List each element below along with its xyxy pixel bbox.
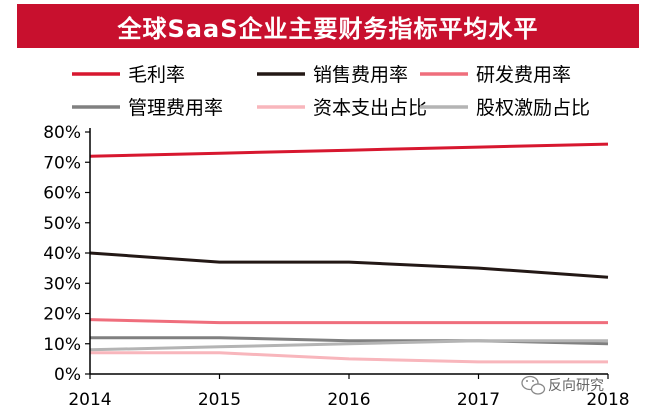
- legend-item: 资本支出占比: [257, 97, 427, 119]
- y-tick-label: 80%: [43, 123, 81, 143]
- y-tick-label: 10%: [43, 335, 81, 355]
- wechat-icon: [521, 375, 546, 395]
- x-tick-label: 2017: [457, 390, 500, 410]
- axes: 0% 10% 20% 30% 40% 50% 60% 70% 80% 2014 2015 2016 20…: [43, 123, 629, 410]
- legend-item: 管理费用率: [72, 97, 223, 119]
- legend-item: 研发费用率: [420, 64, 571, 86]
- legend-label: 股权激励占比: [476, 97, 590, 119]
- chart-title: 全球SaaS企业主要财务指标平均水平: [117, 14, 539, 43]
- legend-label: 毛利率: [128, 64, 185, 86]
- y-tick-label: 60%: [43, 184, 81, 204]
- legend-item: 股权激励占比: [420, 97, 590, 119]
- series-line: [89, 251, 609, 279]
- legend-label: 资本支出占比: [313, 97, 427, 119]
- legend-item: 销售费用率: [257, 64, 408, 86]
- y-tick-label: 0%: [54, 365, 81, 385]
- legend-item: 毛利率: [72, 64, 185, 86]
- series-line: [90, 351, 608, 364]
- y-tick-label: 30%: [43, 274, 81, 294]
- plot-area: [89, 142, 609, 364]
- series-line: [89, 142, 609, 158]
- y-tick-label: 20%: [43, 305, 81, 325]
- series-line: [89, 318, 608, 325]
- y-tick-label: 40%: [43, 244, 81, 264]
- y-tick-label: 70%: [43, 153, 81, 173]
- watermark-text: 反向研究: [548, 378, 604, 394]
- watermark: 反向研究: [521, 375, 604, 395]
- series-line: [89, 339, 608, 352]
- x-tick-label: 2016: [327, 390, 370, 410]
- x-tick-label: 2018: [586, 390, 629, 410]
- x-tick-label: 2015: [198, 390, 241, 410]
- legend-label: 研发费用率: [476, 64, 571, 86]
- y-tick-label: 50%: [43, 214, 81, 234]
- x-tick-label: 2014: [68, 390, 111, 410]
- title-bar: 全球SaaS企业主要财务指标平均水平: [17, 4, 639, 48]
- legend-label: 销售费用率: [313, 64, 408, 86]
- legend-label: 管理费用率: [128, 97, 223, 119]
